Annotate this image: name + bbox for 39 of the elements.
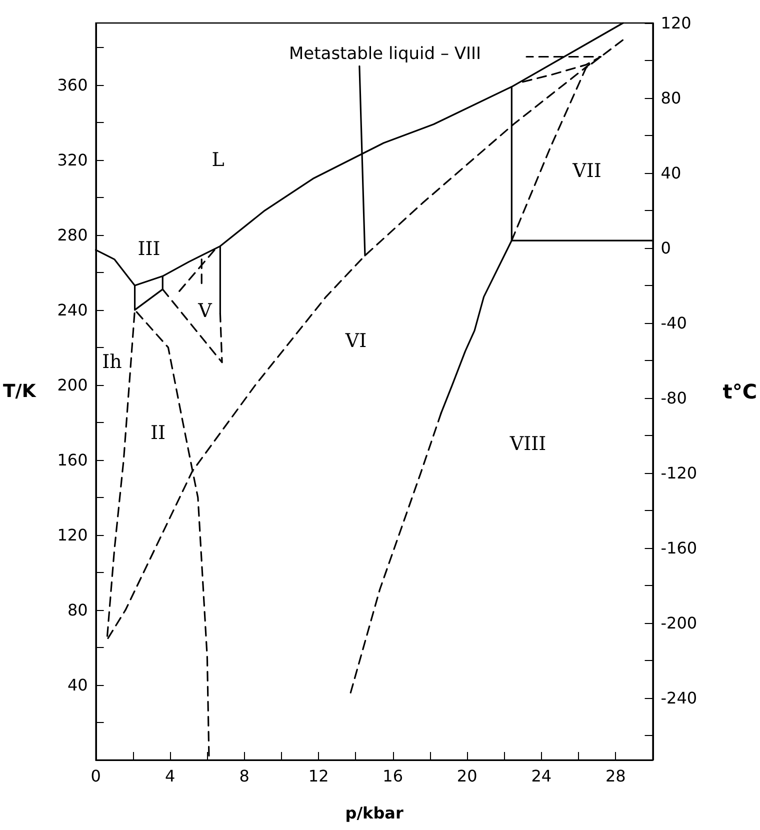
x-tick-label: 12 (308, 766, 329, 786)
annotation: II (150, 422, 166, 444)
y-tick-label: 160 (57, 450, 88, 470)
x-tick-label: 8 (239, 766, 250, 786)
annotation: Ih (102, 351, 122, 373)
annotation: VIII (508, 433, 546, 455)
x-tick-label: 20 (456, 766, 478, 786)
y-tick-label: 320 (57, 150, 88, 170)
y-axis-title: T/K (2, 381, 37, 402)
y2-tick-label: -40 (660, 314, 687, 333)
y-tick-label: 200 (57, 375, 88, 394)
y-tick-label: 80 (67, 600, 88, 620)
y2-tick-label: 0 (660, 238, 671, 258)
y2-tick-label: -240 (660, 688, 698, 708)
y2-tick-label: 120 (660, 14, 692, 32)
x-axis-title: p/kbar (345, 804, 404, 822)
y2-axis-title: t°C (722, 380, 758, 404)
annotation: V (197, 300, 212, 322)
y-tick-label: 40 (67, 675, 88, 694)
annotation: Metastable liquid – VIII (288, 44, 482, 64)
y-tick-label: 360 (57, 75, 88, 94)
x-tick-label: 28 (605, 766, 626, 786)
y-tick-label: 120 (57, 525, 88, 544)
y2-tick-label: -80 (660, 388, 687, 408)
y2-tick-label: 40 (660, 164, 682, 183)
annotation: III (138, 238, 160, 260)
y2-tick-label: 80 (660, 88, 682, 108)
y2-tick-label: -120 (660, 464, 698, 483)
y-tick-label: 240 (57, 300, 88, 320)
x-tick-label: 24 (531, 766, 552, 786)
y2-tick-label: -200 (660, 614, 698, 633)
y-tick-label: 280 (57, 225, 88, 244)
x-tick-label: 4 (164, 766, 176, 786)
annotation: VI (344, 330, 367, 352)
annotation: VII (572, 160, 602, 182)
y2-tick-label: -160 (660, 538, 698, 558)
annotation: L (212, 149, 225, 171)
x-tick-label: 0 (90, 766, 101, 786)
x-tick-label: 16 (382, 766, 404, 786)
